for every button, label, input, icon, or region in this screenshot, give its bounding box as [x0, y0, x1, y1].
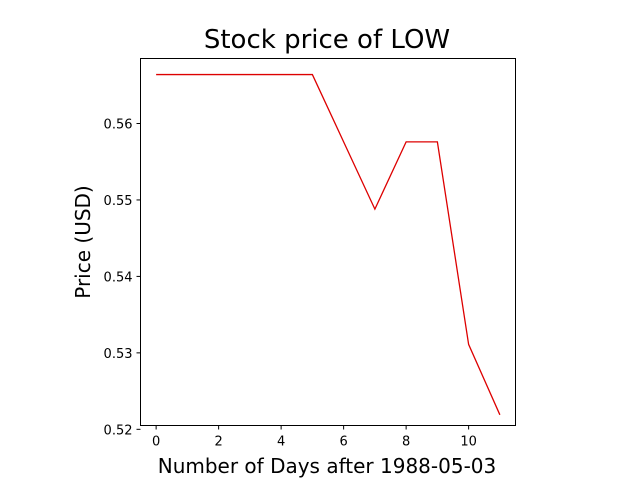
chart-title: Stock price of LOW	[204, 25, 450, 55]
y-axis: 0.52 0.53 0.54 0.55 0.56	[104, 117, 141, 438]
x-axis-label: Number of Days after 1988-05-03	[158, 454, 497, 478]
x-tick-label: 4	[277, 435, 285, 450]
x-tick-label: 0	[152, 435, 160, 450]
y-axis-label: Price (USD)	[71, 185, 95, 299]
y-tick-label: 0.55	[104, 194, 133, 209]
plot-frame	[140, 58, 516, 426]
x-axis: 0 2 4 6 8 10	[152, 425, 477, 450]
y-tick-label: 0.56	[104, 117, 133, 132]
x-tick-label: 8	[402, 435, 410, 450]
plot-series	[156, 73, 501, 416]
y-tick-label: 0.52	[104, 423, 133, 438]
series-line-0	[156, 73, 501, 416]
y-tick-label: 0.53	[104, 347, 133, 362]
x-tick-label: 6	[339, 435, 347, 450]
x-tick-label: 2	[214, 435, 222, 450]
y-tick-label: 0.54	[104, 270, 133, 285]
x-tick-label: 10	[460, 435, 477, 450]
